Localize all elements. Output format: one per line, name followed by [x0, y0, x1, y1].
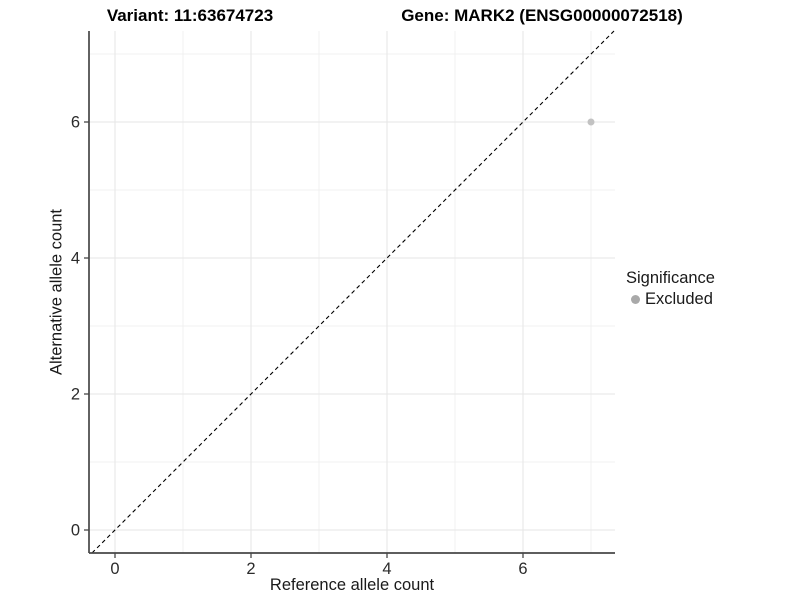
legend-point-icon [631, 295, 640, 304]
x-tick-label: 4 [382, 560, 391, 578]
x-tick-label: 2 [246, 560, 255, 578]
y-tick-label: 4 [71, 250, 80, 268]
legend-entry-excluded: Excluded [626, 290, 715, 309]
y-tick-label: 2 [71, 386, 80, 404]
y-axis-title: Alternative allele count [47, 208, 66, 376]
plot-title-variant: Variant: 11:63674723 [106, 6, 274, 25]
y-tick-label: 6 [71, 114, 80, 132]
legend-entry-label: Excluded [645, 290, 713, 308]
plot-title-gene: Gene: MARK2 (ENSG00000072518) [401, 6, 683, 25]
data-point [587, 118, 595, 126]
legend: Significance Excluded [626, 269, 715, 309]
identity-reference-line [91, 30, 615, 554]
x-tick-label: 6 [518, 560, 527, 578]
x-tick-label: 0 [110, 560, 119, 578]
y-tick-label: 0 [71, 522, 80, 540]
legend-title: Significance [626, 269, 715, 287]
x-axis-title: Reference allele count [269, 576, 435, 594]
